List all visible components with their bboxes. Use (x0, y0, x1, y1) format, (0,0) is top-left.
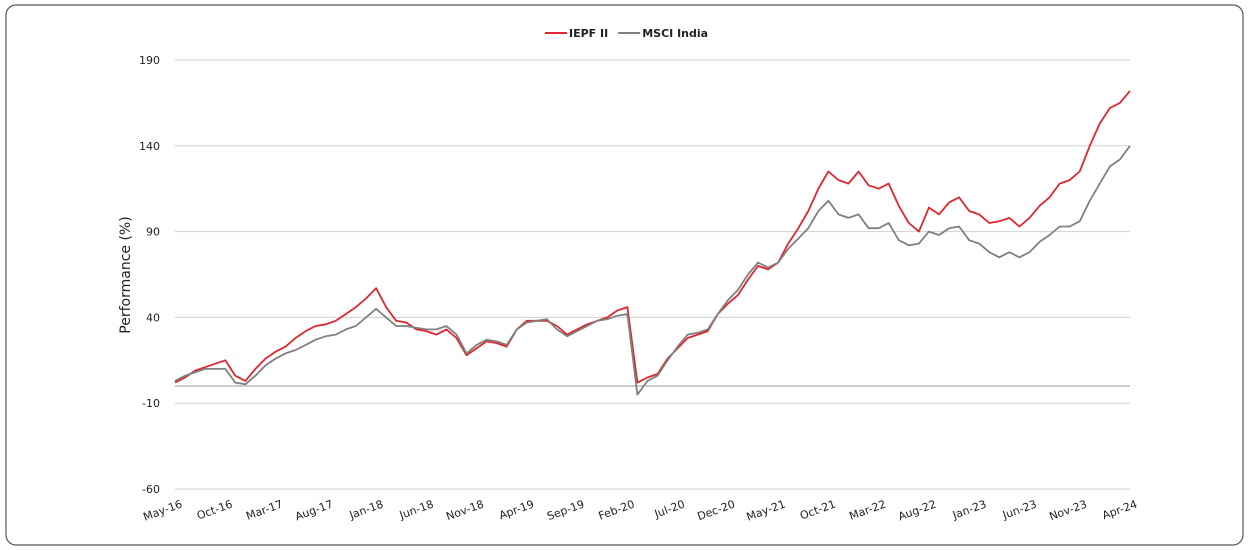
series-line (174, 145, 1131, 396)
legend-label: MSCI India (642, 27, 708, 40)
y-axis-label: Performance (%) (118, 216, 134, 333)
frame (5, 4, 1244, 546)
y-tick-label: 190 (139, 54, 160, 67)
y-tick-label: 40 (146, 311, 160, 324)
y-tick-label: 90 (146, 226, 160, 239)
y-tick-label: 140 (139, 140, 160, 153)
legend-label: IEPF II (569, 27, 608, 40)
series-line (174, 90, 1131, 384)
y-tick-label: -60 (142, 483, 160, 496)
y-tick-label: -10 (142, 397, 160, 410)
